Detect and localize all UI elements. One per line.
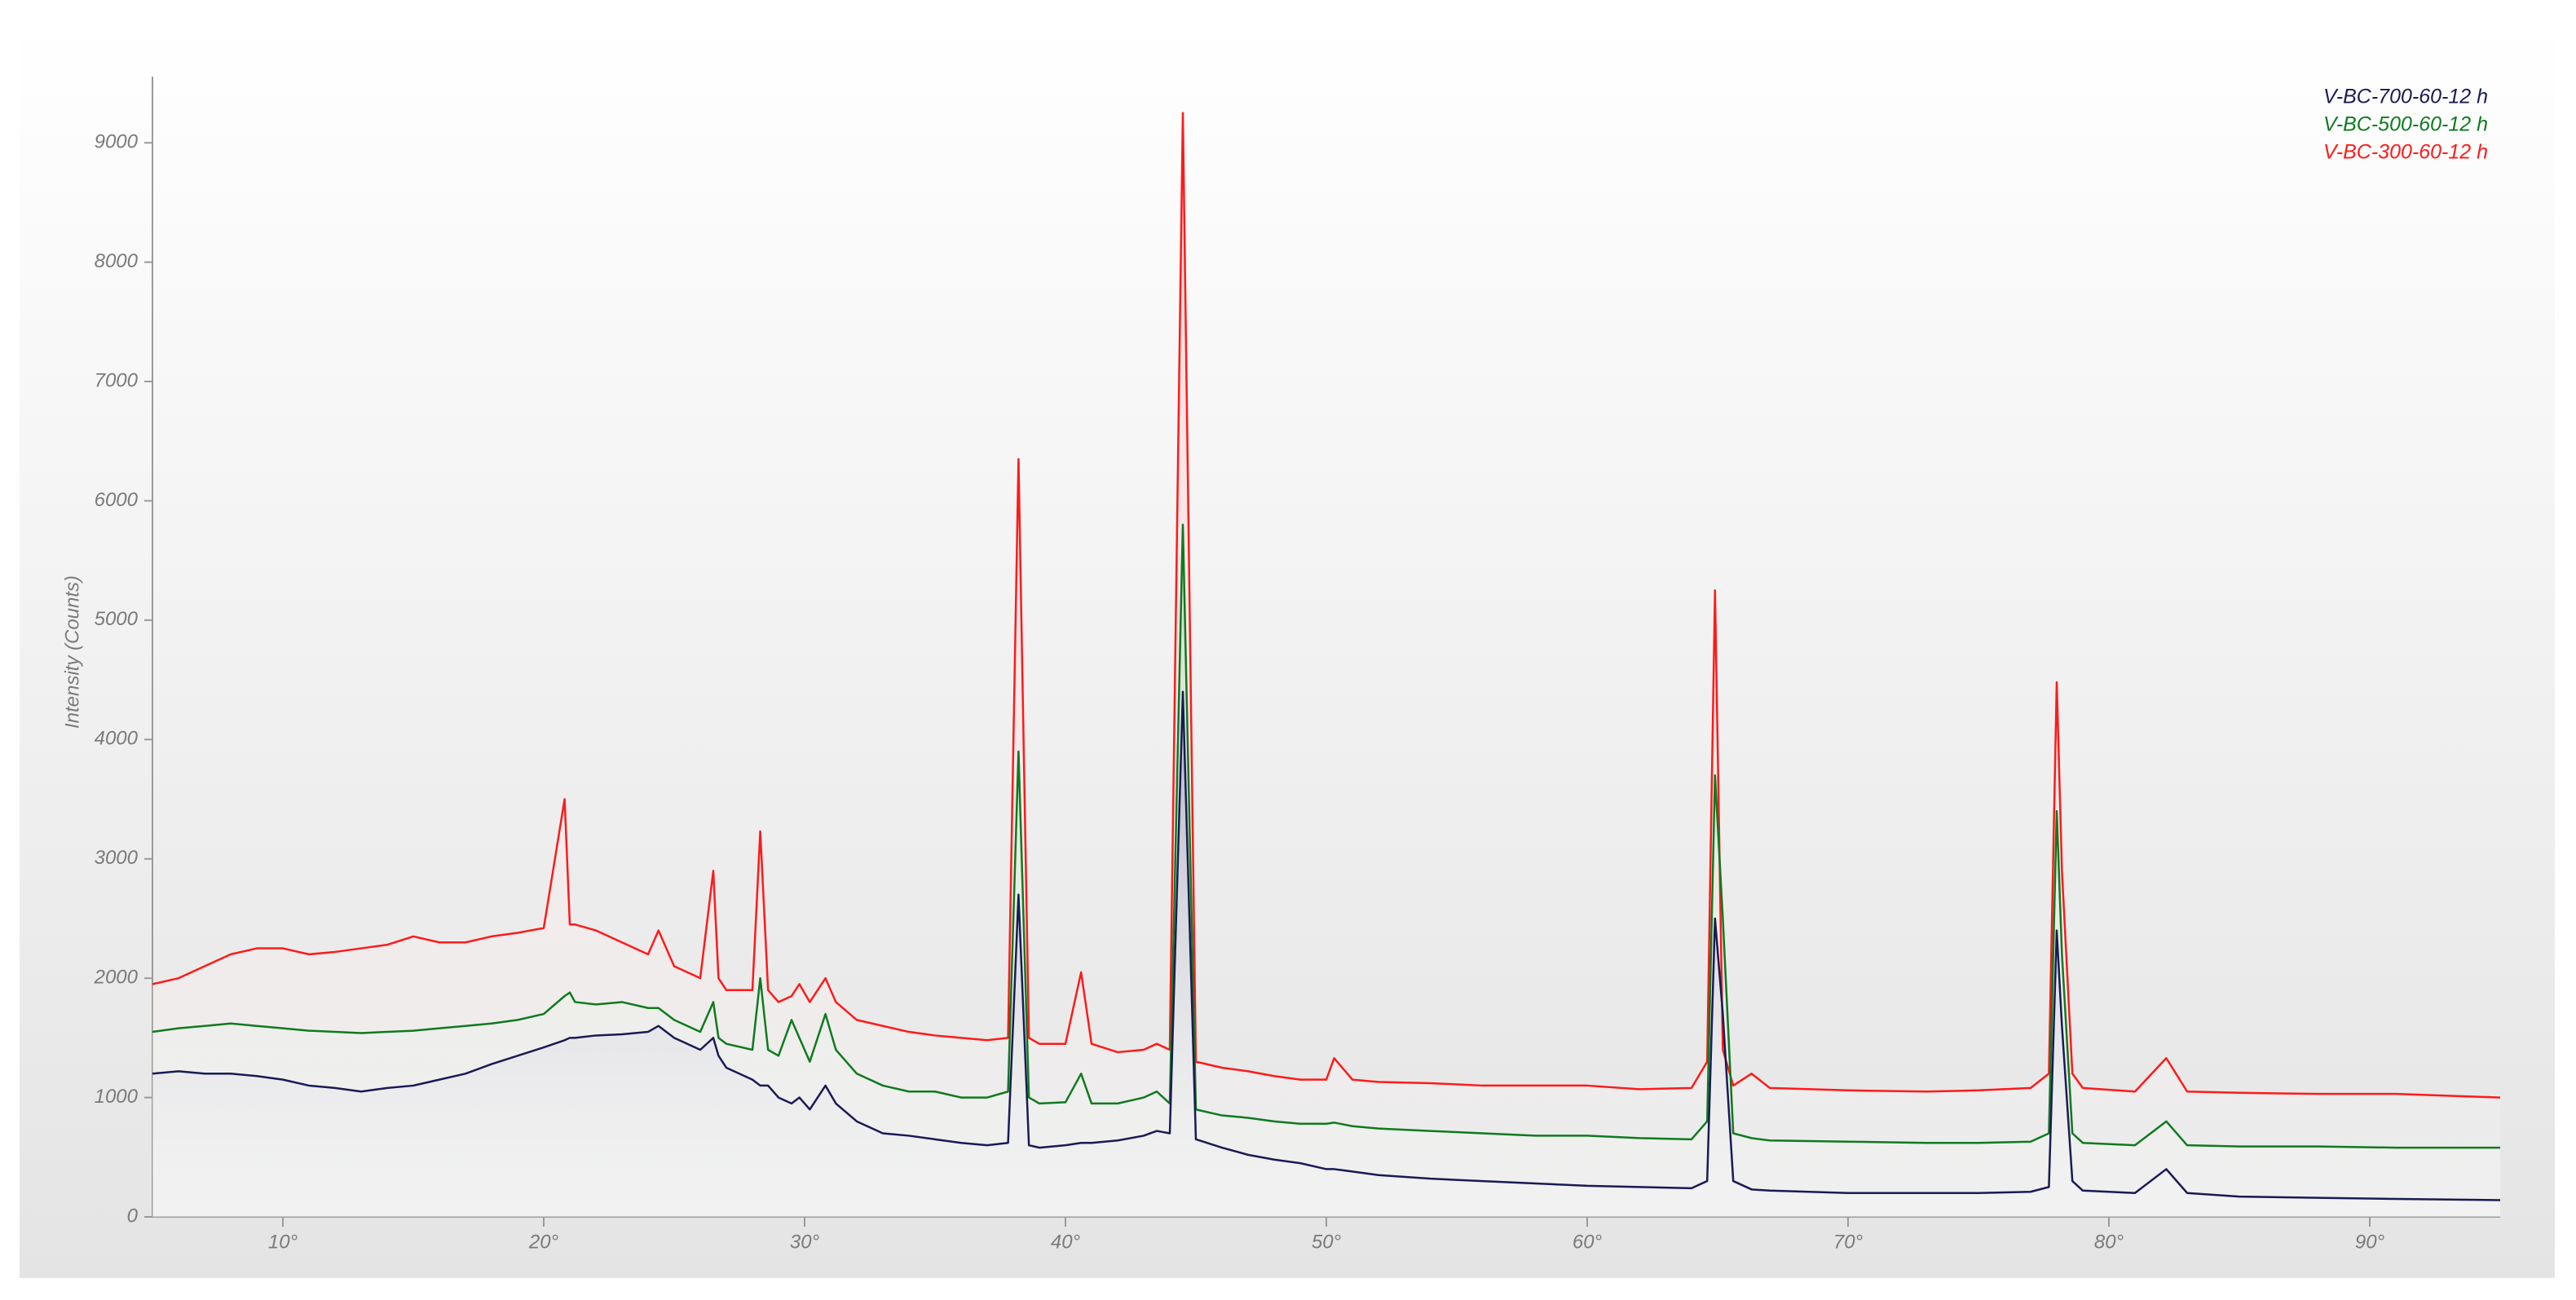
x-tick-label: 90° bbox=[2355, 1231, 2385, 1253]
y-tick-label: 2000 bbox=[94, 967, 139, 989]
series-line bbox=[152, 690, 2501, 1201]
x-tick-label: 40° bbox=[1051, 1231, 1081, 1253]
series-line bbox=[152, 523, 2500, 1149]
y-tick-label: 3000 bbox=[95, 847, 139, 869]
y-tick-label: 4000 bbox=[95, 728, 139, 750]
y-tick-label: 1000 bbox=[95, 1086, 139, 1108]
x-tick-label: 30° bbox=[790, 1231, 820, 1253]
x-tick-label: 60° bbox=[1573, 1231, 1603, 1253]
y-tick-label: 0 bbox=[127, 1205, 139, 1227]
x-tick-label: 10° bbox=[268, 1231, 298, 1253]
y-tick-label: 8000 bbox=[95, 250, 139, 272]
y-tick-label: 5000 bbox=[95, 608, 139, 630]
y-tick-label: 9000 bbox=[95, 131, 139, 153]
y-tick-label: 7000 bbox=[95, 369, 139, 391]
y-tick-label: 6000 bbox=[95, 489, 139, 511]
legend-entry: V-BC-500-60-12 h bbox=[2323, 113, 2488, 136]
x-tick-label: 80° bbox=[2094, 1231, 2124, 1253]
x-tick-label: 20° bbox=[528, 1231, 559, 1253]
legend-entry: V-BC-300-60-12 h bbox=[2323, 141, 2488, 164]
series-area bbox=[152, 691, 2500, 1217]
series-line bbox=[152, 112, 2501, 1099]
x-tick-label: 50° bbox=[1312, 1231, 1342, 1253]
x-tick-label: 70° bbox=[1833, 1231, 1864, 1253]
legend-entry: V-BC-700-60-12 h bbox=[2323, 86, 2488, 108]
y-axis-label: Intensity (Counts) bbox=[61, 575, 83, 729]
